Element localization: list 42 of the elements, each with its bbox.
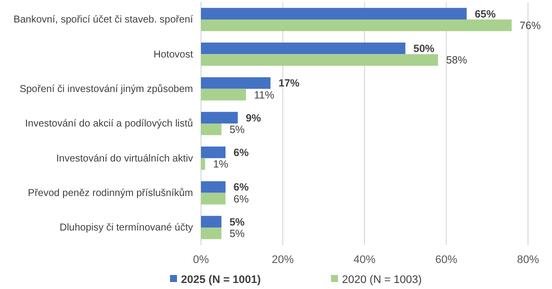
data-label: 5% [229,228,245,240]
data-label: 6% [234,193,249,206]
y-tick-label: Investování do akcií a podílových listů [25,118,193,130]
x-tick-label: 0% [193,254,210,266]
data-label: 76% [520,20,541,32]
data-label: 9% [246,112,262,124]
data-label: 11% [254,89,274,102]
y-tick-label: Bankovní, spořicí účet či staveb. spoření [13,14,194,26]
legend-label: 2020 (N = 1003) [342,274,422,286]
bar [201,54,438,66]
x-tick-label: 40% [353,254,376,266]
bar [201,112,238,124]
data-label: 6% [234,147,250,160]
bar [201,158,206,170]
y-tick-label: Spoření či investování jiným způsobem [20,83,193,96]
y-tick-label: Investování do virtuálních aktiv [56,153,193,164]
y-tick-label: Dluhopisy či termínované účty [60,222,193,234]
bar [201,8,467,20]
data-label: 6% [234,182,250,194]
data-label: 1% [213,158,228,171]
data-label: 5% [229,124,245,136]
data-label: 65% [474,8,496,20]
bar [201,216,222,228]
x-tick-label: 80% [516,254,540,266]
y-tick-label: Převod peněz rodinným příslušníkům [28,187,193,200]
bar [201,227,222,240]
bar [201,192,226,204]
data-label: 58% [446,54,468,67]
bar [201,42,406,54]
data-label: 17% [278,78,300,90]
bar [201,88,246,100]
x-tick-label: 60% [435,254,458,266]
legend-label: 2025 (N = 1001) [181,274,262,286]
x-tick-label: 20% [272,254,294,266]
bar [201,146,226,158]
bar [201,20,512,32]
data-label: 50% [413,43,436,56]
bar [201,124,222,136]
bar [201,181,226,193]
y-tick-label: Hotovost [154,49,194,60]
data-label: 5% [229,216,246,228]
bar [201,77,270,89]
